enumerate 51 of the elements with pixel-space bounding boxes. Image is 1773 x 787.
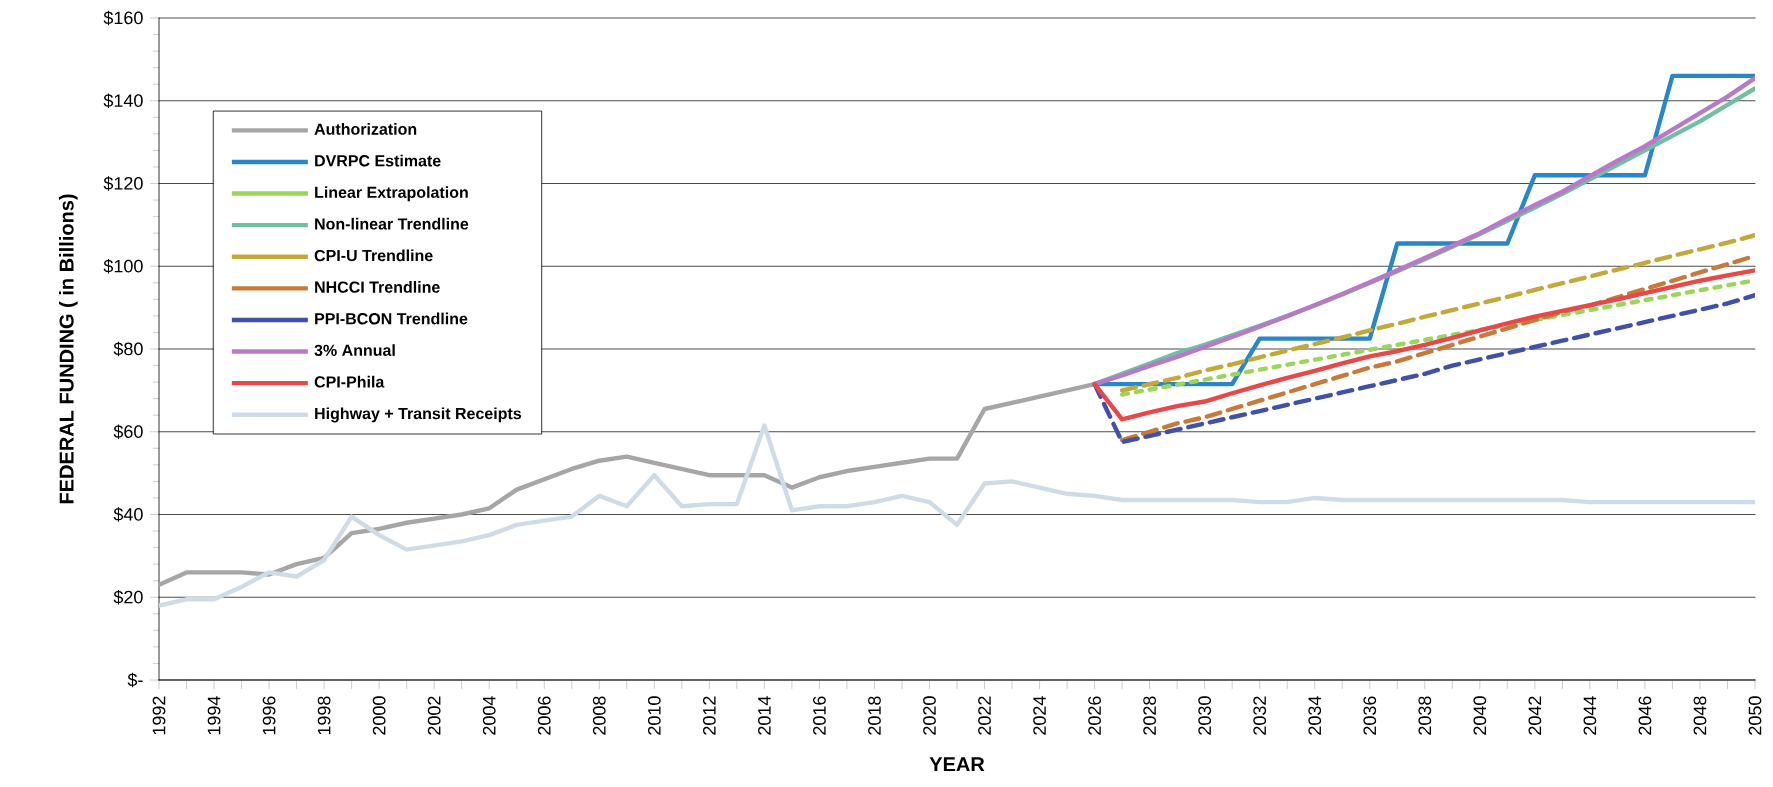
legend-label: Highway + Transit Receipts: [315, 407, 522, 423]
legend-label: Linear Extrapolation: [315, 186, 468, 202]
x-tick-label: 2002: [427, 696, 441, 735]
x-tick-label: 1994: [207, 696, 221, 735]
y-tick-label: $100: [103, 258, 143, 274]
x-tick-label: 2022: [978, 696, 991, 735]
x-tick-label: 2000: [372, 696, 386, 735]
x-tick-label: 2036: [1363, 696, 1377, 735]
x-tick-label: 2048: [1693, 696, 1707, 735]
x-tick-label: 1998: [317, 696, 331, 735]
legend-label: Non-linear Trendline: [315, 217, 469, 230]
x-tick-label: 2032: [1253, 696, 1267, 735]
y-tick-label: $160: [103, 10, 143, 26]
x-tick-label: 2034: [1308, 696, 1322, 735]
y-tick-label: $-: [127, 672, 143, 688]
x-tick-label: 1996: [262, 696, 276, 735]
y-tick-label: $80: [113, 341, 143, 357]
y-tick-label: $140: [103, 93, 143, 109]
x-tick-label: 2010: [647, 696, 661, 735]
x-tick-label: 2044: [1583, 696, 1597, 735]
x-tick-label: 2038: [1418, 696, 1432, 735]
x-tick-label: 2004: [482, 696, 496, 735]
y-tick-label: $20: [113, 589, 143, 605]
x-tick-label: 2014: [758, 696, 771, 735]
x-tick-label: 2042: [1528, 696, 1542, 735]
legend-label: CPI-U Trendline: [314, 249, 433, 262]
x-tick-label: 2040: [1473, 696, 1487, 735]
x-tick-label: 2012: [702, 696, 716, 735]
x-tick-label: 2050: [1748, 696, 1762, 735]
x-axis-title: YEAR: [929, 757, 985, 772]
x-tick-label: 2046: [1638, 696, 1652, 735]
x-tick-label: 2020: [923, 696, 936, 735]
legend-label: DVRPC Estimate: [315, 154, 441, 167]
x-tick-label: 2024: [1033, 696, 1046, 735]
legend-label: Authorization: [314, 123, 417, 135]
y-tick-label: $120: [103, 176, 143, 191]
legend-label: CPI-Phila: [314, 375, 385, 388]
x-tick-label: 2030: [1198, 696, 1212, 735]
y-tick-label: $60: [113, 424, 143, 440]
x-tick-label: 2018: [868, 696, 881, 735]
legend-label: 3% Annual: [314, 344, 395, 357]
y-axis-title: FEDERAL FUNDING ( in Billions): [59, 194, 78, 504]
x-tick-label: 2008: [592, 696, 606, 735]
legend-label: PPI-BCON Trendline: [315, 312, 468, 325]
x-tick-label: 1992: [152, 696, 166, 735]
x-tick-label: 2006: [537, 696, 551, 735]
x-tick-label: 2028: [1143, 696, 1156, 735]
x-tick-label: 2026: [1088, 696, 1101, 735]
legend-label: NHCCI Trendline: [315, 281, 440, 293]
y-tick-label: $40: [113, 507, 143, 522]
x-tick-label: 2016: [813, 696, 826, 735]
